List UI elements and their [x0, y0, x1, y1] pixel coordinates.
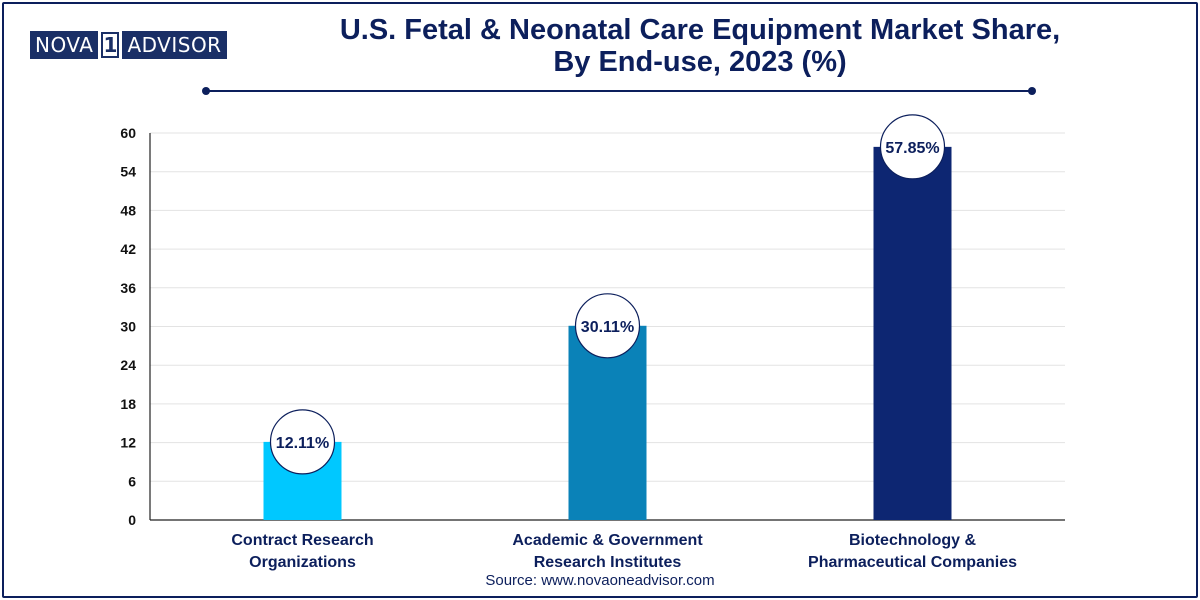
x-category-label-3-line-1: Biotechnology &: [849, 532, 977, 549]
chart-title-line-2: By End-use, 2023 (%): [553, 46, 847, 78]
title-divider: [206, 90, 1032, 92]
data-label-2: 30.11%: [581, 319, 634, 336]
x-category-label-1-line-2: Organizations: [249, 554, 356, 571]
data-label-bubble-1: [269, 409, 336, 475]
divider-dot-left: [202, 87, 210, 95]
y-tick-label-6: 6: [128, 473, 136, 489]
logo-text-left: NOVA: [30, 31, 99, 59]
source-note: Source: www.novaoneadvisor.com: [485, 572, 715, 589]
chart-title: U.S. Fetal & Neonatal Care Equipment Mar…: [230, 14, 1170, 78]
divider-dot-right: [1028, 87, 1036, 95]
data-label-3: 57.85%: [885, 140, 939, 157]
y-tick-label-54: 54: [120, 164, 136, 180]
y-tick-label-18: 18: [120, 396, 136, 412]
data-label-1: 12.11%: [276, 435, 329, 452]
x-category-label-1-line-1: Contract Research: [231, 532, 373, 549]
y-tick-label-36: 36: [120, 280, 136, 296]
logo-one-mark: 1: [101, 32, 120, 58]
y-tick-label-12: 12: [120, 435, 136, 451]
y-tick-label-0: 0: [128, 512, 136, 528]
y-tick-label-30: 30: [120, 319, 136, 335]
y-tick-label-24: 24: [120, 357, 136, 373]
data-label-bubble-2: [574, 293, 641, 359]
y-tick-label-60: 60: [120, 125, 136, 141]
x-category-label-2-line-2: Research Institutes: [534, 554, 682, 571]
x-category-label-3-line-2: Pharmaceutical Companies: [808, 554, 1017, 571]
data-label-bubble-3: [879, 114, 946, 180]
y-tick-label-42: 42: [120, 241, 136, 257]
bar-3: [873, 146, 952, 520]
y-tick-label-48: 48: [120, 202, 136, 218]
x-category-label-2-line-1: Academic & Government: [512, 532, 703, 549]
logo-text-right: ADVISOR: [122, 31, 227, 59]
chart-title-line-1: U.S. Fetal & Neonatal Care Equipment Mar…: [339, 14, 1061, 46]
nova-one-advisor-logo: NOVA 1 ADVISOR: [30, 31, 227, 59]
